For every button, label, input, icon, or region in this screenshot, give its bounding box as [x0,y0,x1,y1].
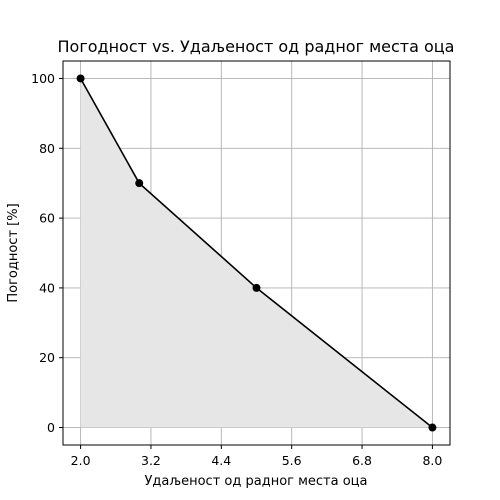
data-point [76,74,85,83]
x-tick-label: 2.0 [71,453,91,468]
x-tick-label: 8.0 [422,453,442,468]
y-tick-label: 60 [39,211,55,226]
area-fill [80,78,433,428]
x-axis-label: Удаљеност од радног места оца [145,474,368,489]
x-tick-label: 3.2 [141,453,161,468]
series-line [79,78,433,429]
x-tick-label: 6.8 [352,453,372,468]
x-tick-label: 4.4 [211,453,231,468]
y-axis-label: Погодност [%] [6,203,21,302]
chart-title: Погодност vs. Удаљеност од радног места … [58,37,455,56]
tick-layer: 2.0 3.2 4.4 5.6 6.8 8.0 0 20 40 60 80 100 [31,71,442,468]
marker-layer [76,74,437,432]
data-point [135,179,144,188]
y-tick-label: 100 [31,71,55,86]
y-tick-label: 0 [47,420,55,435]
y-tick-label: 80 [39,141,55,156]
plot-frame [62,60,451,446]
data-point [252,283,261,292]
y-tick-label: 20 [39,350,55,365]
data-point [428,423,437,432]
y-tick-label: 40 [39,280,55,295]
x-tick-label: 5.6 [282,453,302,468]
